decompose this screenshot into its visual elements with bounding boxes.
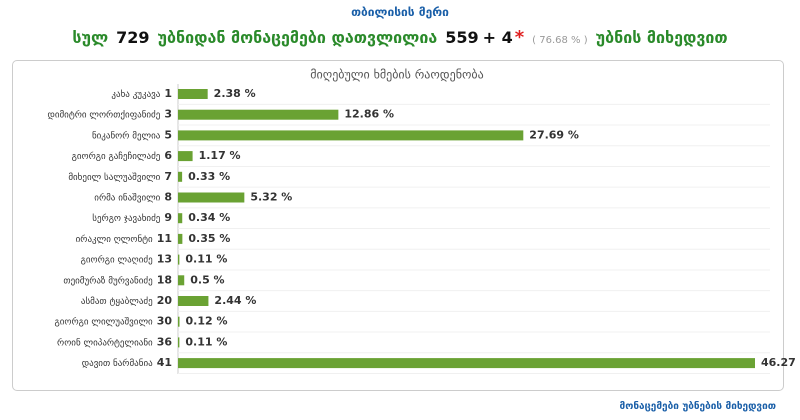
- summary-number: 559: [445, 28, 479, 47]
- bar: [178, 151, 193, 162]
- category-label: ირმა ინაშვილი 8: [94, 191, 172, 204]
- candidate-number: 8: [164, 191, 172, 204]
- value-label: 0.5 %: [190, 273, 224, 286]
- value-label: 5.32 %: [250, 191, 292, 204]
- value-label: 12.86 %: [344, 108, 394, 121]
- summary-extra: + 4: [482, 28, 513, 47]
- bar: [178, 358, 755, 369]
- bar: [178, 213, 183, 224]
- candidate-name: დავით ნარმანია: [82, 358, 153, 369]
- candidate-number: 20: [157, 294, 173, 307]
- value-label: 0.12 %: [185, 315, 227, 328]
- candidate-name: თეიმურაზ მურვანიძე: [63, 275, 153, 286]
- candidate-name: კახა კუკავა: [111, 89, 160, 100]
- value-label: 27.69 %: [529, 128, 579, 141]
- bar: [178, 254, 180, 265]
- chart-box: [12, 60, 784, 391]
- value-label: 0.11 %: [185, 335, 227, 348]
- candidate-name: დიმიტრი ლორთქიფანიძე: [47, 109, 160, 120]
- category-label: ირაკლი ღლონტი 11: [76, 232, 172, 245]
- category-label: გიორგი ლილუაშვილი 30: [55, 315, 173, 328]
- value-label: 0.34 %: [188, 211, 230, 224]
- bar: [178, 171, 183, 182]
- asterisk: *: [514, 27, 525, 48]
- summary-text: უბნის მიხედვით: [595, 28, 728, 47]
- value-label: 1.17 %: [199, 149, 241, 162]
- candidate-name: სერგო ჯავახიძე: [92, 213, 161, 224]
- chart-title: მიღებული ხმების რაოდენობა: [310, 68, 483, 82]
- footer-link[interactable]: მონაცემები უბნების მიხედვით: [619, 401, 776, 412]
- summary-text: სულ: [72, 28, 109, 47]
- bar: [178, 89, 208, 99]
- value-label: 2.44 %: [214, 294, 256, 307]
- category-label: მიხეილ სალუაშვილი 7: [68, 170, 172, 183]
- bar: [178, 192, 245, 203]
- candidate-number: 18: [157, 273, 172, 286]
- summary-text: უბნიდან მონაცემები დათვლილია: [157, 28, 438, 47]
- category-label: გიორგი გაჩეჩილაძე 6: [72, 149, 173, 162]
- category-label: დიმიტრი ლორთქიფანიძე 3: [47, 108, 172, 121]
- value-label: 0.11 %: [185, 253, 227, 266]
- candidate-number: 7: [164, 170, 172, 183]
- value-label: 46.27 %: [761, 356, 800, 369]
- value-label: 0.33 %: [188, 170, 230, 183]
- candidate-name: გიორგი გაჩეჩილაძე: [72, 151, 161, 162]
- category-label: როინ ლიპარტელიანი 36: [57, 335, 172, 348]
- candidate-number: 11: [157, 232, 172, 245]
- candidate-name: ნიკანორ მელია: [92, 130, 161, 141]
- bar: [178, 337, 180, 348]
- bar: [178, 275, 185, 286]
- candidate-number: 3: [164, 108, 172, 121]
- value-label: 0.35 %: [188, 232, 230, 245]
- page-title: თბილისის მერი: [351, 5, 449, 19]
- category-label: თეიმურაზ მურვანიძე 18: [63, 273, 172, 286]
- candidate-number: 9: [164, 211, 172, 224]
- bar: [178, 296, 209, 306]
- candidate-number: 30: [157, 315, 173, 328]
- bar: [178, 316, 180, 327]
- candidate-name: ირაკლი ღლონტი: [76, 233, 153, 244]
- candidate-number: 1: [164, 87, 172, 100]
- summary-percent: ( 76.68 % ): [532, 35, 588, 46]
- value-label: 2.38 %: [214, 87, 256, 100]
- category-label: ასმათ ტყაბლაძე 20: [81, 294, 172, 307]
- candidate-name: გიორგი ლაღიძე: [81, 254, 153, 265]
- candidate-name: მიხეილ სალუაშვილი: [68, 171, 160, 182]
- candidate-name: როინ ლიპარტელიანი: [57, 337, 153, 348]
- category-label: გიორგი ლაღიძე 13: [81, 253, 172, 266]
- candidate-number: 13: [157, 253, 172, 266]
- candidate-name: ასმათ ტყაბლაძე: [81, 296, 153, 307]
- category-label: ნიკანორ მელია 5: [92, 128, 172, 141]
- bar: [178, 109, 339, 120]
- bar: [178, 233, 183, 244]
- category-label: დავით ნარმანია 41: [82, 356, 172, 369]
- summary: სულ 729 უბნიდან მონაცემები დათვლილია 559…: [0, 27, 800, 48]
- candidate-name: ირმა ინაშვილი: [94, 192, 160, 203]
- candidate-number: 36: [157, 335, 173, 348]
- candidate-number: 6: [164, 149, 172, 162]
- candidate-name: გიორგი ლილუაშვილი: [55, 316, 153, 327]
- summary-number: 729: [116, 28, 150, 47]
- category-label: კახა კუკავა 1: [111, 87, 172, 100]
- bar: [178, 130, 524, 141]
- candidate-number: 5: [164, 128, 172, 141]
- candidate-number: 41: [157, 356, 172, 369]
- category-label: სერგო ჯავახიძე 9: [92, 211, 172, 224]
